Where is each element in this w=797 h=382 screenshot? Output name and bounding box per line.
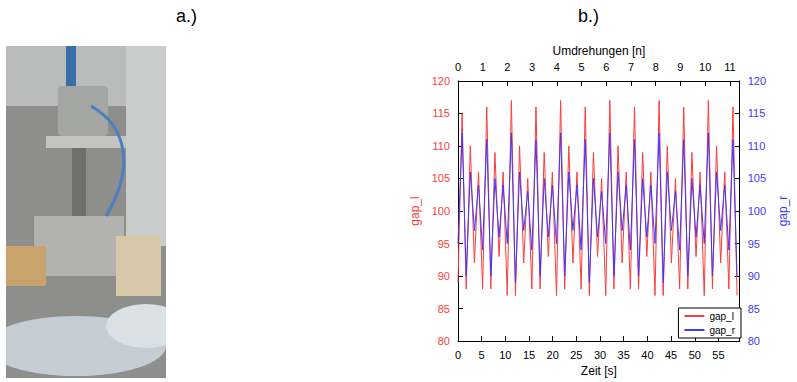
svg-text:95: 95 — [438, 238, 450, 250]
svg-text:2: 2 — [504, 61, 510, 73]
svg-text:10: 10 — [499, 349, 511, 361]
svg-text:80: 80 — [748, 335, 760, 347]
svg-text:1: 1 — [480, 61, 486, 73]
svg-text:5: 5 — [579, 61, 585, 73]
svg-text:gap_l: gap_l — [709, 311, 733, 322]
svg-text:120: 120 — [432, 75, 450, 87]
svg-text:3: 3 — [529, 61, 535, 73]
svg-text:115: 115 — [432, 107, 450, 119]
svg-text:11: 11 — [724, 61, 735, 73]
svg-text:100: 100 — [432, 205, 450, 217]
html-text:a.): a.) — [176, 6, 197, 26]
svg-text:gap_l: gap_l — [408, 196, 422, 225]
svg-text:105: 105 — [432, 172, 450, 184]
svg-text:30: 30 — [594, 349, 606, 361]
svg-text:8: 8 — [653, 61, 659, 73]
svg-text:105: 105 — [748, 172, 766, 184]
svg-text:45: 45 — [665, 349, 677, 361]
svg-text:80: 80 — [438, 335, 450, 347]
svg-text:110: 110 — [748, 140, 766, 152]
svg-text:85: 85 — [748, 303, 760, 315]
svg-text:gap_r: gap_r — [709, 325, 735, 336]
svg-text:90: 90 — [748, 270, 760, 282]
svg-text:40: 40 — [641, 349, 653, 361]
svg-text:55: 55 — [712, 349, 724, 361]
svg-text:6: 6 — [603, 61, 609, 73]
svg-text:90: 90 — [438, 270, 450, 282]
svg-text:5: 5 — [479, 349, 485, 361]
svg-text:20: 20 — [547, 349, 559, 361]
svg-text:115: 115 — [748, 107, 766, 119]
svg-text:85: 85 — [438, 303, 450, 315]
svg-text:Zeit [s]: Zeit [s] — [581, 364, 617, 378]
svg-text:35: 35 — [618, 349, 630, 361]
svg-text:50: 50 — [689, 349, 701, 361]
svg-text:9: 9 — [677, 61, 683, 73]
html-text:b.): b.) — [578, 6, 599, 26]
svg-text:95: 95 — [748, 238, 760, 250]
svg-text:4: 4 — [554, 61, 560, 73]
svg-text:25: 25 — [570, 349, 582, 361]
svg-text:120: 120 — [748, 75, 766, 87]
svg-text:110: 110 — [432, 140, 450, 152]
svg-text:0: 0 — [455, 61, 461, 73]
svg-text:gap_r: gap_r — [776, 196, 790, 227]
svg-text:10: 10 — [699, 61, 711, 73]
svg-text:Umdrehungen [n]: Umdrehungen [n] — [553, 44, 646, 58]
svg-text:0: 0 — [455, 349, 461, 361]
svg-text:100: 100 — [748, 205, 766, 217]
svg-text:7: 7 — [628, 61, 634, 73]
svg-text:15: 15 — [523, 349, 535, 361]
